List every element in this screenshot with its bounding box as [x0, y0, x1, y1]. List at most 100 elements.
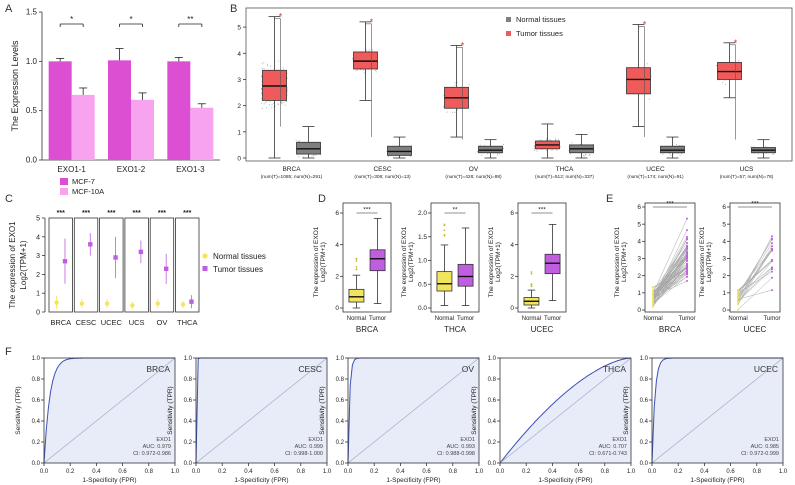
y-tick-label: 0.8 — [184, 377, 193, 383]
tumor-point — [372, 49, 374, 51]
tumor-point — [282, 67, 284, 69]
tumor-point — [686, 260, 688, 263]
tumor-point — [286, 87, 288, 89]
tumor-point — [261, 88, 263, 90]
normal-point — [668, 152, 670, 154]
y-tick-label: 1 — [36, 291, 40, 298]
y-axis-label: The expression of EXO1 — [401, 226, 408, 297]
pair-line — [737, 236, 773, 302]
normal-outlier — [530, 283, 533, 285]
y-tick-label: 0.5 — [26, 106, 38, 115]
y-axis-label-2: Log2(TPM+1) — [19, 240, 28, 289]
y-tick-label: 5 — [637, 221, 641, 228]
normal-point — [737, 303, 739, 306]
y-tick-label: 0 — [510, 305, 514, 312]
bar-mcf-10a — [190, 107, 214, 160]
legend-normal-label: Normal tissues — [213, 252, 266, 261]
normal-point — [584, 154, 586, 156]
diagonal-reference — [651, 357, 784, 464]
normal-point — [502, 144, 504, 146]
tumor-point — [261, 75, 263, 77]
y-tick-label: 0.0 — [336, 461, 345, 467]
normal-point — [737, 308, 739, 311]
sig-mark: *** — [183, 210, 191, 217]
category-sub-label: (num(T)=306; num(N)=13) — [354, 174, 411, 180]
x-tick-label: 0.4 — [92, 469, 101, 475]
pair-line — [652, 280, 688, 298]
normal-point — [765, 145, 767, 147]
category-sub-label: (num(T)=426; num(N)=88) — [445, 174, 502, 180]
normal-point — [652, 304, 654, 307]
normal-point — [298, 156, 300, 158]
normal-box-box — [436, 271, 453, 292]
sig-mark: *** — [57, 210, 65, 217]
category-label: OV — [157, 318, 168, 327]
y-tick-label: 6 — [335, 210, 339, 217]
legend-tumor-swatch — [506, 31, 511, 36]
panel-label-c: C — [5, 193, 13, 205]
tumor-point — [686, 229, 688, 232]
legend-normal-swatch — [506, 17, 511, 22]
normal-mean-point — [79, 301, 85, 306]
plot-frame — [347, 357, 480, 464]
y-tick-label: 0.8 — [488, 377, 497, 383]
plot-title: UCEC — [744, 325, 767, 334]
y-tick-label: 0.4 — [640, 419, 649, 425]
normal-outlier — [530, 271, 533, 273]
plot-frame — [651, 357, 784, 464]
y-tick-label: 5 — [237, 25, 241, 32]
normal-point — [392, 156, 394, 158]
tumor-point — [454, 81, 456, 83]
roc-ci-label: CI: 0.972-0.999 — [741, 451, 779, 457]
tumor-point — [559, 146, 561, 148]
tumor-point — [446, 111, 448, 113]
tumor-point — [686, 217, 688, 220]
tumor-point — [277, 60, 279, 62]
plot-frame — [729, 202, 781, 313]
tumor-point — [771, 289, 773, 292]
normal-mean-point — [130, 303, 135, 308]
facet-frame — [48, 217, 73, 313]
plot-frame — [245, 7, 793, 162]
tumor-point — [286, 91, 288, 93]
tumor-point — [454, 111, 456, 113]
tumor-point — [261, 67, 263, 69]
roc-ci-label: CI: 0.972-0.986 — [133, 451, 171, 457]
tumor-point — [265, 107, 267, 109]
category-label: UCS — [129, 318, 145, 327]
y-tick-label: 0.0 — [184, 461, 193, 467]
tumor-point — [771, 266, 773, 269]
legend-swatch-mcf-7 — [60, 178, 68, 185]
tumor-point — [686, 275, 688, 278]
tumor-point — [555, 138, 557, 140]
normal-point — [679, 154, 681, 156]
sig-mark: ** — [452, 207, 458, 214]
sig-mark: * — [70, 15, 73, 24]
sig-mark: *** — [107, 210, 115, 217]
normal-mean-point — [54, 300, 59, 305]
tumor-point — [551, 149, 553, 151]
tumor-point — [266, 101, 268, 103]
tumor-point — [534, 149, 536, 151]
y-tick-label: 4 — [237, 51, 241, 58]
normal-point — [750, 146, 752, 148]
facet-frame — [149, 217, 175, 313]
normal-point — [652, 294, 654, 297]
tumor-box-ucec-box — [626, 67, 651, 95]
y-tick-label: 4 — [36, 234, 40, 241]
y-tick-label: 1.0 — [336, 356, 345, 362]
pair-line — [652, 266, 688, 303]
sig-mark: *** — [363, 207, 371, 214]
x-tick-label: 0.6 — [726, 469, 735, 475]
bar-mcf-7 — [167, 61, 191, 161]
plot-title: UCEC — [754, 364, 778, 374]
y-tick-label: 0 — [637, 307, 641, 314]
tumor-point — [534, 146, 536, 148]
y-tick-label: 0.6 — [640, 398, 649, 404]
y-tick-label: 0 — [722, 307, 726, 314]
y-tick-label: 0.2 — [640, 440, 649, 446]
sig-mark: *** — [751, 201, 759, 208]
normal-outlier — [355, 266, 358, 268]
category-label: BRCA — [282, 166, 301, 173]
plot-title: BRCA — [356, 325, 379, 334]
